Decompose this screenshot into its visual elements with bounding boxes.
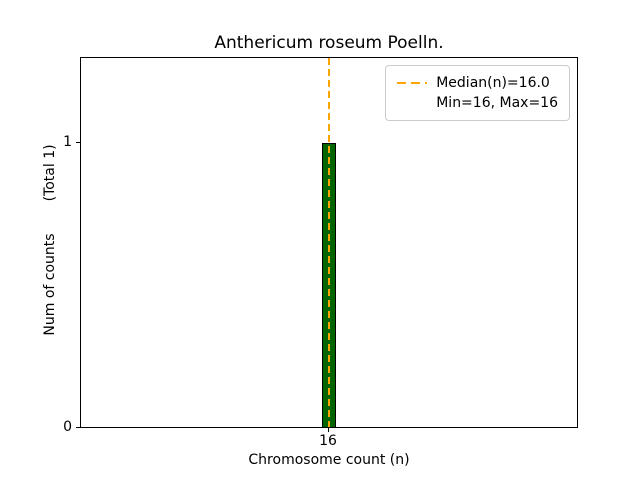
y-axis-label-text: Num of counts [42,233,58,336]
x-tick-label: 16 [319,433,337,449]
legend: Median(n)=16.0 Min=16, Max=16 [385,65,570,121]
y-tick-mark-1 [76,142,80,143]
y-axis-label: Num of counts (Total 1) [42,144,58,335]
legend-label-median: Median(n)=16.0 [436,75,550,91]
y-tick-label-1: 1 [63,134,72,150]
x-axis-label: Chromosome count (n) [248,452,410,468]
y-tick-label-0: 0 [63,419,72,435]
plot-area: Median(n)=16.0 Min=16, Max=16 [80,57,578,428]
median-dashed-line [328,58,330,427]
legend-label-minmax: Min=16, Max=16 [436,95,558,111]
chart-title: Anthericum roseum Poelln. [214,33,444,53]
x-tick-mark [328,428,329,432]
median-dashed-line-icon [397,82,428,84]
legend-entry-minmax: Min=16, Max=16 [397,93,558,113]
y-axis-label-total: (Total 1) [42,144,58,202]
legend-entry-median: Median(n)=16.0 [397,73,558,93]
y-tick-mark-0 [76,427,80,428]
